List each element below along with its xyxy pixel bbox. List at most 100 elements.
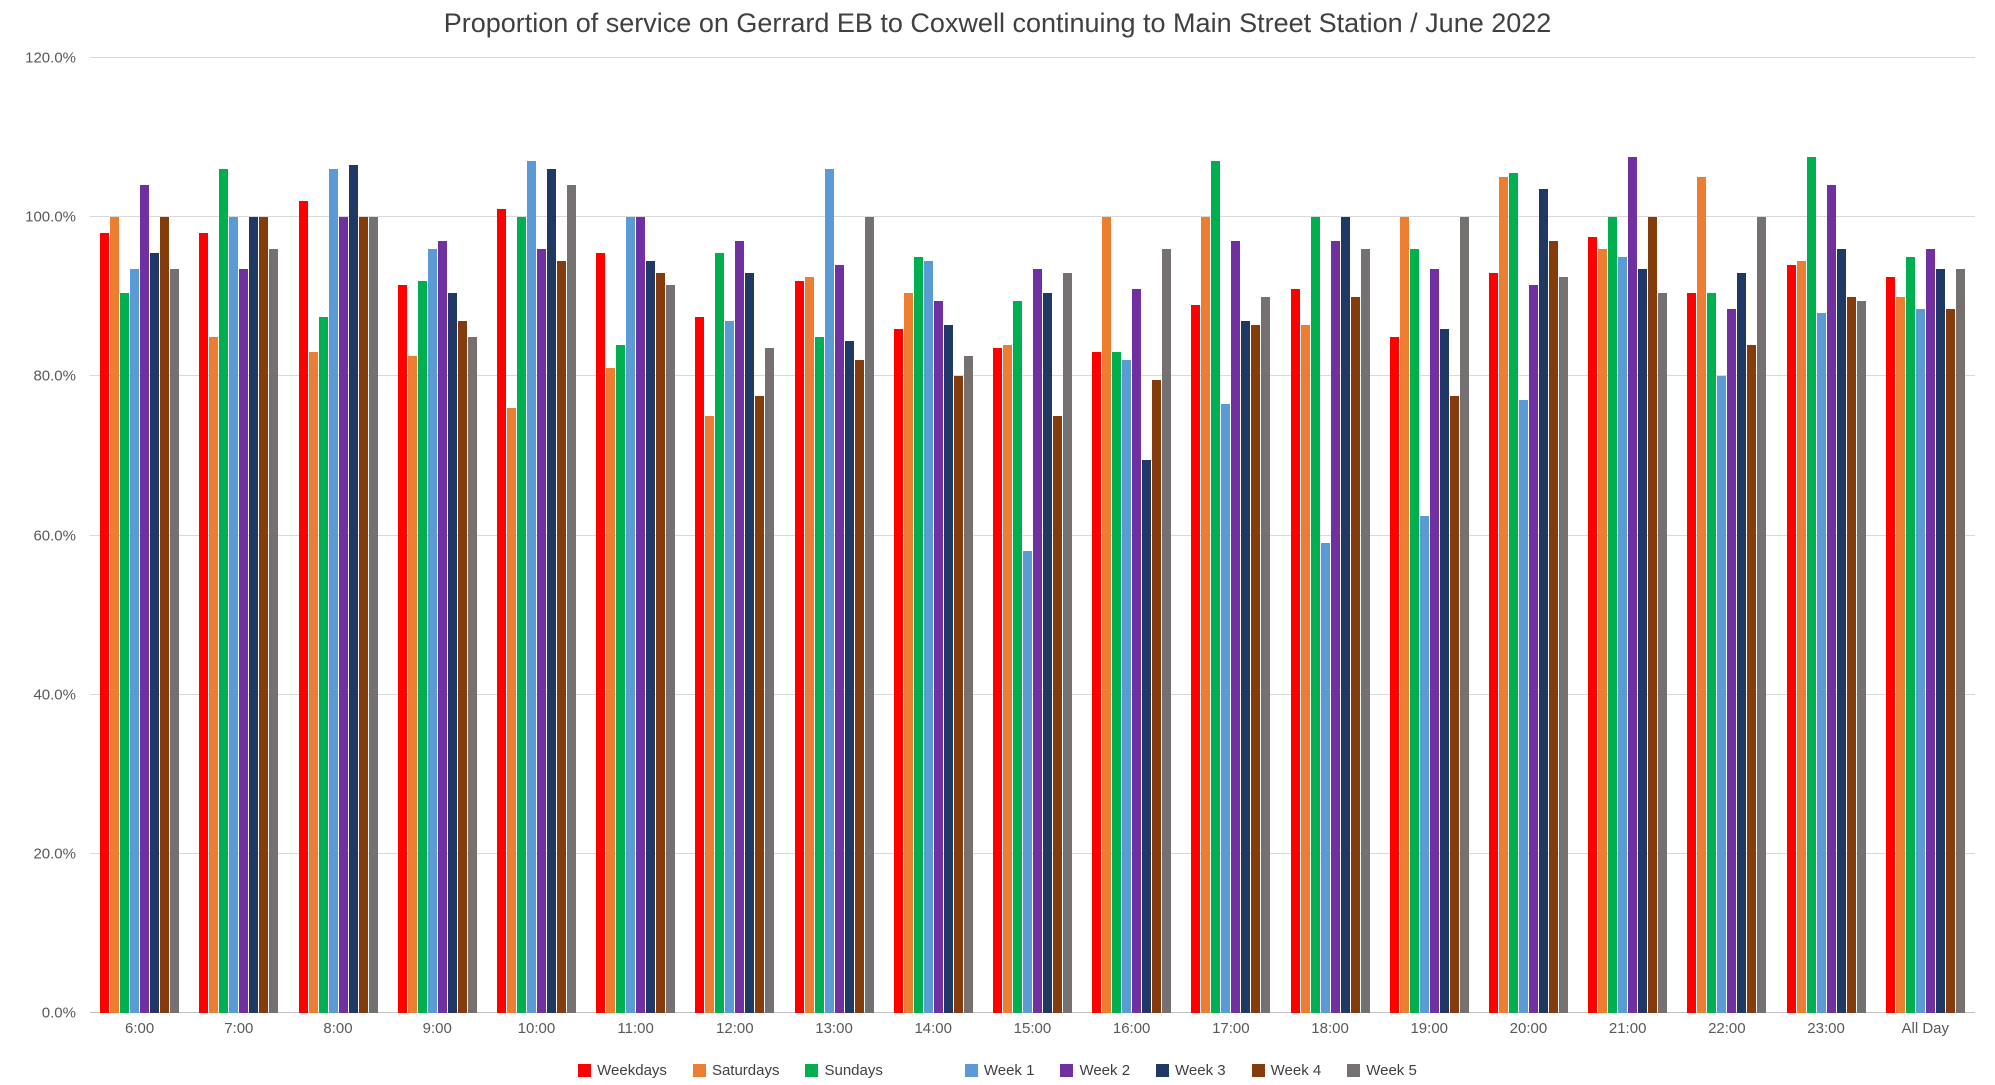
bar xyxy=(1300,324,1310,1013)
x-tick-label: 18:00 xyxy=(1311,1020,1349,1037)
bar xyxy=(1588,237,1598,1013)
bar xyxy=(1162,249,1172,1013)
bar xyxy=(120,292,130,1013)
bar xyxy=(1399,217,1409,1013)
bar xyxy=(1508,173,1518,1013)
bar xyxy=(170,268,180,1013)
bar xyxy=(328,169,338,1013)
bar xyxy=(1925,249,1935,1013)
bar xyxy=(546,169,556,1013)
bar xyxy=(715,252,725,1013)
y-tick-label: 80.0% xyxy=(33,367,76,385)
bar xyxy=(516,217,526,1013)
bar xyxy=(308,352,318,1013)
bar xyxy=(407,356,417,1013)
bar xyxy=(1350,296,1360,1013)
bar xyxy=(834,264,844,1013)
legend-item: Weekdays xyxy=(578,1062,667,1079)
legend-swatch xyxy=(964,1064,978,1077)
legend-swatch xyxy=(1251,1064,1265,1077)
legend-item: Week 2 xyxy=(1060,1062,1130,1079)
bar xyxy=(1290,288,1300,1013)
gridline xyxy=(90,216,1975,218)
bar xyxy=(526,161,536,1013)
bar xyxy=(1895,296,1905,1013)
bar xyxy=(1132,288,1142,1013)
bar xyxy=(1638,268,1648,1013)
bar xyxy=(219,169,229,1013)
bar xyxy=(1449,396,1459,1013)
bar-group xyxy=(1677,58,1776,1013)
x-tick-label: 21:00 xyxy=(1608,1020,1647,1037)
bar xyxy=(1955,268,1965,1013)
bar-group xyxy=(189,58,288,1013)
bar xyxy=(1618,256,1628,1013)
bar xyxy=(933,300,943,1013)
bar xyxy=(1558,276,1568,1013)
bar xyxy=(1142,459,1152,1013)
bar xyxy=(269,249,279,1013)
bar xyxy=(150,252,160,1013)
bar-group xyxy=(388,58,487,1013)
x-tick-label: 16:00 xyxy=(1112,1020,1151,1037)
x-tick-label: 9:00 xyxy=(422,1020,452,1037)
bar xyxy=(596,252,606,1013)
y-tick-label: 20.0% xyxy=(33,845,76,863)
y-tick-label: 100.0% xyxy=(25,208,76,226)
bar-group xyxy=(1181,58,1280,1013)
x-tick-label: All Day xyxy=(1901,1020,1950,1037)
x-tick-label: 12:00 xyxy=(716,1020,754,1037)
bar xyxy=(1707,292,1717,1013)
bar xyxy=(397,284,407,1013)
legend-label: Week 2 xyxy=(1079,1062,1131,1079)
bar xyxy=(1002,344,1012,1013)
bar xyxy=(566,185,576,1013)
bar xyxy=(259,217,269,1013)
bar-group xyxy=(884,58,983,1013)
bar xyxy=(765,348,775,1013)
bar xyxy=(1757,217,1767,1013)
y-tick-label: 120.0% xyxy=(25,49,76,67)
x-tick-label: 20:00 xyxy=(1509,1020,1548,1037)
bar xyxy=(626,217,636,1013)
bar xyxy=(745,272,755,1013)
bar xyxy=(1806,157,1816,1013)
legend-item: Sundays xyxy=(805,1062,883,1079)
gridline xyxy=(90,375,1975,377)
bar-group xyxy=(1578,58,1677,1013)
bar xyxy=(130,268,140,1013)
bar xyxy=(923,260,933,1013)
bar xyxy=(666,284,676,1013)
bar xyxy=(1042,292,1052,1013)
bar xyxy=(1052,416,1062,1013)
bar xyxy=(110,217,120,1013)
x-tick-label: 22:00 xyxy=(1708,1020,1746,1037)
bar xyxy=(824,169,834,1013)
x-tick-label: 10:00 xyxy=(517,1020,556,1037)
bar-group xyxy=(1876,58,1975,1013)
bar xyxy=(1915,308,1925,1013)
bar xyxy=(1628,157,1638,1013)
bar xyxy=(1241,320,1251,1013)
bar xyxy=(298,201,308,1013)
bars-layer xyxy=(90,58,1975,1013)
bar xyxy=(1360,249,1370,1013)
bar xyxy=(1251,324,1261,1013)
bar xyxy=(854,360,864,1013)
bar xyxy=(844,340,854,1013)
bar xyxy=(1231,241,1241,1013)
bar-group xyxy=(1776,58,1875,1013)
bar xyxy=(199,233,209,1013)
bar xyxy=(1152,380,1162,1013)
legend-swatch xyxy=(1156,1064,1170,1077)
bar xyxy=(506,408,516,1013)
bar xyxy=(1459,217,1469,1013)
bar xyxy=(1062,272,1072,1013)
bar xyxy=(992,348,1002,1013)
bar xyxy=(239,268,249,1013)
bar xyxy=(1488,272,1498,1013)
bar xyxy=(1658,292,1668,1013)
x-tick-label: 11:00 xyxy=(617,1020,654,1037)
bar xyxy=(318,316,328,1013)
bar-group xyxy=(1280,58,1379,1013)
